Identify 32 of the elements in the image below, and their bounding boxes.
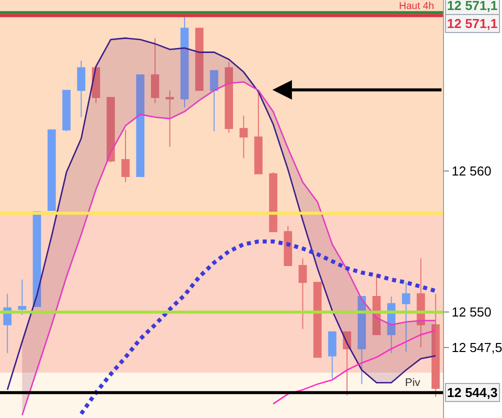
candlestick bbox=[62, 90, 71, 132]
candlestick bbox=[313, 282, 322, 358]
candlestick bbox=[298, 258, 307, 330]
annotation: Piv bbox=[405, 377, 421, 389]
ref-line-label: 12 571,1 bbox=[447, 16, 498, 31]
candlestick bbox=[240, 115, 248, 159]
line-series bbox=[272, 330, 436, 405]
y-tick-label: 12 560 bbox=[452, 163, 492, 178]
annotation: Haut 4h bbox=[399, 1, 434, 12]
y-tick-label: 12 547,5 bbox=[452, 340, 502, 355]
line-series bbox=[79, 239, 438, 416]
candlestick bbox=[77, 60, 86, 118]
candlestick bbox=[269, 172, 278, 232]
candlestick bbox=[402, 282, 410, 352]
candlestick bbox=[18, 279, 26, 316]
candlestick bbox=[136, 74, 144, 178]
candlestick bbox=[432, 293, 440, 398]
candlestick bbox=[195, 28, 204, 91]
candlestick bbox=[210, 70, 218, 132]
y-tick-label: 12 550 bbox=[452, 304, 492, 320]
candlestick bbox=[358, 296, 366, 385]
candlestick bbox=[284, 225, 292, 266]
candlestick bbox=[150, 38, 160, 104]
candlestick bbox=[166, 90, 174, 148]
candlestick bbox=[328, 331, 336, 379]
candlestick bbox=[416, 258, 425, 348]
candlestick bbox=[106, 96, 115, 163]
candlestick bbox=[224, 62, 233, 134]
ref-line-label: 12 544,3 bbox=[447, 385, 498, 400]
candlestick bbox=[121, 129, 130, 183]
ref-line-label: 12 571,1 bbox=[447, 0, 498, 13]
candlestick bbox=[48, 129, 56, 211]
